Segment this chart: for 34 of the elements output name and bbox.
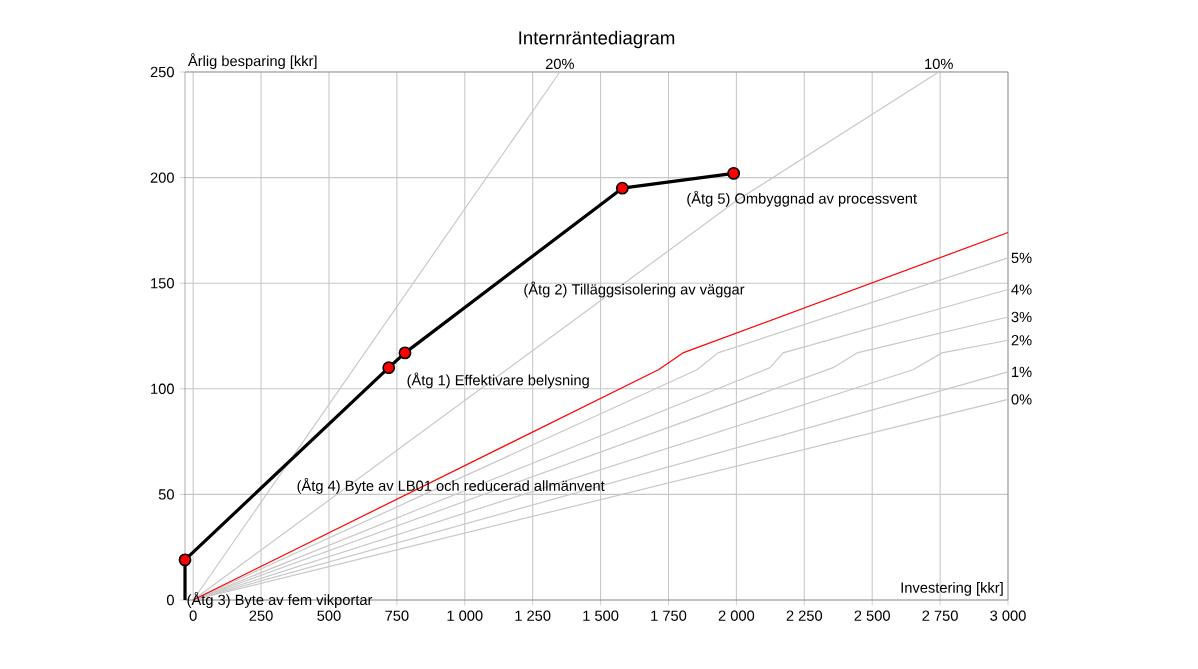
series-label: 0%: [1011, 394, 1032, 405]
annotation: (Åtg 1) Effektivare belysning: [407, 372, 589, 389]
annotation: (Åtg 5) Ombyggnad av processvent: [687, 190, 917, 207]
x-tick-label: 1 000: [447, 610, 483, 621]
series-label: 5%: [1011, 252, 1032, 264]
x-tick-label: 2 000: [718, 610, 755, 621]
series-label: 10%: [925, 58, 953, 70]
x-tick-label: 1 750: [651, 610, 687, 621]
chart-title: Internräntediagram: [519, 30, 675, 49]
x-tick-label: 750: [385, 610, 409, 621]
x-tick-label: 250: [249, 610, 273, 621]
y-tick-label: 200: [150, 172, 174, 183]
series-label: 3%: [1011, 311, 1032, 323]
annotation: (Åtg 2) Tilläggsisolering av väggar: [524, 281, 745, 298]
y-tick-label: 100: [151, 383, 174, 394]
x-tick-label: 2 500: [854, 610, 890, 621]
x-tick-label: 3 000: [990, 610, 1026, 621]
x-tick-label: 1 250: [515, 610, 551, 621]
annotation: (Åtg 3) Byte av fem vikportar: [187, 592, 373, 608]
y-tick-label: 150: [151, 278, 174, 289]
x-tick-label: 1 500: [583, 610, 619, 621]
x-tick-label: 2 750: [922, 610, 958, 621]
x-axis-title: Investering [kkr]: [901, 582, 1003, 596]
y-tick-label: 250: [150, 66, 174, 78]
x-tick-label: 2 250: [786, 610, 823, 621]
series-label: 1%: [1012, 366, 1032, 378]
x-tick-label: 0: [189, 610, 197, 621]
x-tick-label: 500: [317, 610, 341, 621]
y-tick-label: 50: [158, 489, 174, 500]
y-axis-title: Årlig besparing [kkr]: [187, 53, 317, 70]
series-label: 4%: [1011, 284, 1032, 295]
series-label: 2%: [1011, 335, 1032, 346]
y-tick-label: 0: [166, 594, 174, 606]
series-label: 20%: [545, 58, 574, 70]
